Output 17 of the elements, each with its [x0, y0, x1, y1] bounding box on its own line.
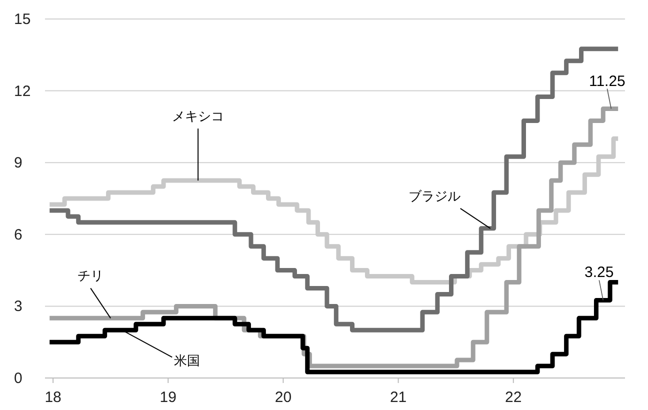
- x-tick-label: 18: [44, 389, 62, 406]
- annotation: 3.25: [584, 264, 614, 282]
- text: チリ: [78, 268, 104, 284]
- x-tick-label: 21: [390, 389, 407, 406]
- y-tick-label: 3: [14, 298, 22, 316]
- annotation: 11.25: [588, 72, 626, 90]
- y-tick-label: 12: [14, 82, 31, 100]
- text: メキシコ: [172, 108, 224, 124]
- text: 米国: [174, 353, 200, 368]
- y-tick-label: 9: [14, 154, 22, 172]
- x-tick-label: 19: [160, 389, 176, 406]
- y-tick-label: 6: [14, 226, 22, 244]
- y-tick-label: 15: [14, 11, 31, 28]
- text: ブラジル: [408, 188, 460, 204]
- x-tick-label: 22: [505, 389, 522, 406]
- x-tick-label: 20: [274, 389, 292, 406]
- y-tick-label: 0: [14, 370, 22, 387]
